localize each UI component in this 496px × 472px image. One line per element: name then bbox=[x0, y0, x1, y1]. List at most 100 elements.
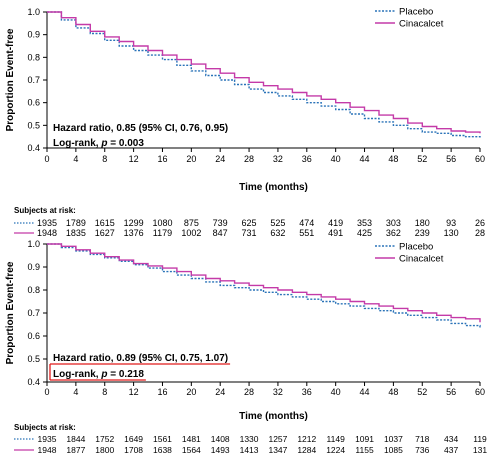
risk-value-placebo: 1408 bbox=[211, 434, 230, 444]
x-tick-label: 20 bbox=[186, 387, 196, 397]
x-tick-label: 52 bbox=[417, 154, 427, 164]
x-tick-label: 48 bbox=[388, 387, 398, 397]
x-tick-label: 56 bbox=[446, 387, 456, 397]
risk-value-placebo: 1212 bbox=[297, 434, 316, 444]
risk-value-placebo: 93 bbox=[446, 218, 456, 228]
x-tick-label: 16 bbox=[157, 387, 167, 397]
risk-value-cinacalcet: 1179 bbox=[153, 228, 172, 238]
x-tick-label: 0 bbox=[44, 154, 49, 164]
risk-value-placebo: 1615 bbox=[95, 218, 115, 228]
risk-table-title: Subjects at risk: bbox=[14, 423, 76, 432]
x-tick-label: 24 bbox=[215, 154, 225, 164]
risk-value-cinacalcet: 1638 bbox=[153, 445, 172, 455]
risk-value-cinacalcet: 1877 bbox=[66, 445, 85, 455]
logrank-value: = 0.218 bbox=[107, 369, 144, 380]
risk-value-cinacalcet: 1493 bbox=[211, 445, 230, 455]
legend-label-cinacalcet: Cinacalcet bbox=[399, 19, 444, 30]
risk-value-placebo: 1561 bbox=[153, 434, 172, 444]
risk-value-cinacalcet: 1800 bbox=[95, 445, 114, 455]
y-axis-label: Proportion Event-free bbox=[5, 261, 16, 364]
risk-value-cinacalcet: 131 bbox=[473, 445, 487, 455]
logrank-prefix: Log-rank, bbox=[53, 369, 101, 380]
risk-value-cinacalcet: 1155 bbox=[355, 445, 374, 455]
hazard-ratio-text: Hazard ratio, 0.89 (95% CI, 0.75, 1.07) bbox=[53, 353, 228, 364]
risk-value-cinacalcet: 1835 bbox=[66, 228, 86, 238]
x-tick-label: 24 bbox=[215, 387, 225, 397]
risk-value-placebo: 1649 bbox=[124, 434, 143, 444]
risk-value-cinacalcet: 1224 bbox=[326, 445, 345, 455]
x-tick-label: 36 bbox=[302, 387, 312, 397]
y-tick-label: 0.8 bbox=[27, 52, 40, 62]
risk-value-cinacalcet: 1564 bbox=[182, 445, 201, 455]
risk-value-cinacalcet: 239 bbox=[415, 228, 430, 238]
x-tick-label: 8 bbox=[102, 154, 107, 164]
risk-value-placebo: 718 bbox=[415, 434, 429, 444]
risk-value-placebo: 1330 bbox=[240, 434, 259, 444]
risk-value-placebo: 1257 bbox=[268, 434, 287, 444]
x-tick-label: 16 bbox=[157, 154, 167, 164]
risk-value-cinacalcet: 362 bbox=[386, 228, 401, 238]
x-tick-label: 28 bbox=[244, 154, 254, 164]
risk-value-cinacalcet: 1948 bbox=[38, 445, 57, 455]
x-tick-label: 4 bbox=[73, 154, 78, 164]
risk-value-cinacalcet: 1376 bbox=[124, 228, 144, 238]
y-tick-label: 1.0 bbox=[27, 239, 40, 249]
y-tick-label: 0.4 bbox=[27, 377, 40, 387]
risk-value-cinacalcet: 437 bbox=[444, 445, 458, 455]
risk-value-placebo: 625 bbox=[242, 218, 257, 228]
risk-value-placebo: 474 bbox=[299, 218, 314, 228]
legend-label-cinacalcet: Cinacalcet bbox=[399, 254, 444, 265]
x-tick-label: 20 bbox=[186, 154, 196, 164]
km-panel-1: 0.40.50.60.70.80.91.00 4 8 12 16 20 24 28 32 36 40… bbox=[5, 7, 485, 239]
x-tick-label: 28 bbox=[244, 387, 254, 397]
x-tick-label: 32 bbox=[273, 154, 283, 164]
risk-value-placebo: 739 bbox=[213, 218, 228, 228]
x-tick-label: 8 bbox=[102, 387, 107, 397]
risk-value-cinacalcet: 1627 bbox=[95, 228, 115, 238]
risk-value-placebo: 1481 bbox=[182, 434, 201, 444]
risk-value-cinacalcet: 1948 bbox=[37, 228, 57, 238]
y-tick-label: 0.6 bbox=[27, 98, 40, 108]
y-tick-label: 0.8 bbox=[27, 285, 40, 295]
x-tick-label: 48 bbox=[388, 154, 398, 164]
x-tick-label: 52 bbox=[417, 387, 427, 397]
logrank-text: Log-rank, p = 0.003 bbox=[53, 138, 144, 149]
logrank-p-symbol: p bbox=[100, 369, 107, 380]
y-tick-label: 1.0 bbox=[27, 7, 40, 17]
series-line-cinacalcet bbox=[47, 11, 481, 134]
series-line-cinacalcet bbox=[47, 243, 481, 323]
x-tick-label: 44 bbox=[360, 154, 370, 164]
risk-value-placebo: 875 bbox=[184, 218, 199, 228]
risk-value-cinacalcet: 731 bbox=[242, 228, 257, 238]
x-tick-label: 12 bbox=[129, 154, 139, 164]
km-panel-2: 0.40.50.60.70.80.91.00 4 8 12 16 20 24 28 32 36 40… bbox=[5, 239, 487, 455]
risk-value-cinacalcet: 736 bbox=[415, 445, 429, 455]
risk-value-cinacalcet: 130 bbox=[444, 228, 459, 238]
risk-value-cinacalcet: 1284 bbox=[297, 445, 316, 455]
risk-value-placebo: 434 bbox=[444, 434, 458, 444]
series-line-placebo bbox=[47, 243, 481, 328]
risk-value-cinacalcet: 491 bbox=[328, 228, 343, 238]
risk-value-placebo: 1935 bbox=[38, 434, 57, 444]
y-tick-label: 0.6 bbox=[27, 331, 40, 341]
risk-value-cinacalcet: 425 bbox=[357, 228, 372, 238]
x-tick-label: 40 bbox=[331, 154, 341, 164]
risk-value-placebo: 1037 bbox=[384, 434, 403, 444]
x-tick-label: 60 bbox=[475, 387, 485, 397]
risk-value-placebo: 1091 bbox=[355, 434, 374, 444]
logrank-prefix: Log-rank, bbox=[53, 138, 101, 149]
risk-value-cinacalcet: 632 bbox=[270, 228, 285, 238]
risk-value-placebo: 1149 bbox=[327, 434, 346, 444]
risk-value-placebo: 180 bbox=[415, 218, 430, 228]
y-tick-label: 0.7 bbox=[27, 308, 40, 318]
risk-value-cinacalcet: 1347 bbox=[268, 445, 287, 455]
risk-value-placebo: 419 bbox=[328, 218, 343, 228]
y-tick-label: 0.4 bbox=[27, 143, 40, 153]
legend-label-placebo: Placebo bbox=[399, 242, 433, 253]
x-tick-label: 36 bbox=[302, 154, 312, 164]
risk-value-placebo: 1080 bbox=[152, 218, 172, 228]
logrank-text: Log-rank, p = 0.218 bbox=[53, 369, 144, 380]
y-tick-label: 0.5 bbox=[27, 120, 40, 130]
risk-value-cinacalcet: 1708 bbox=[124, 445, 143, 455]
